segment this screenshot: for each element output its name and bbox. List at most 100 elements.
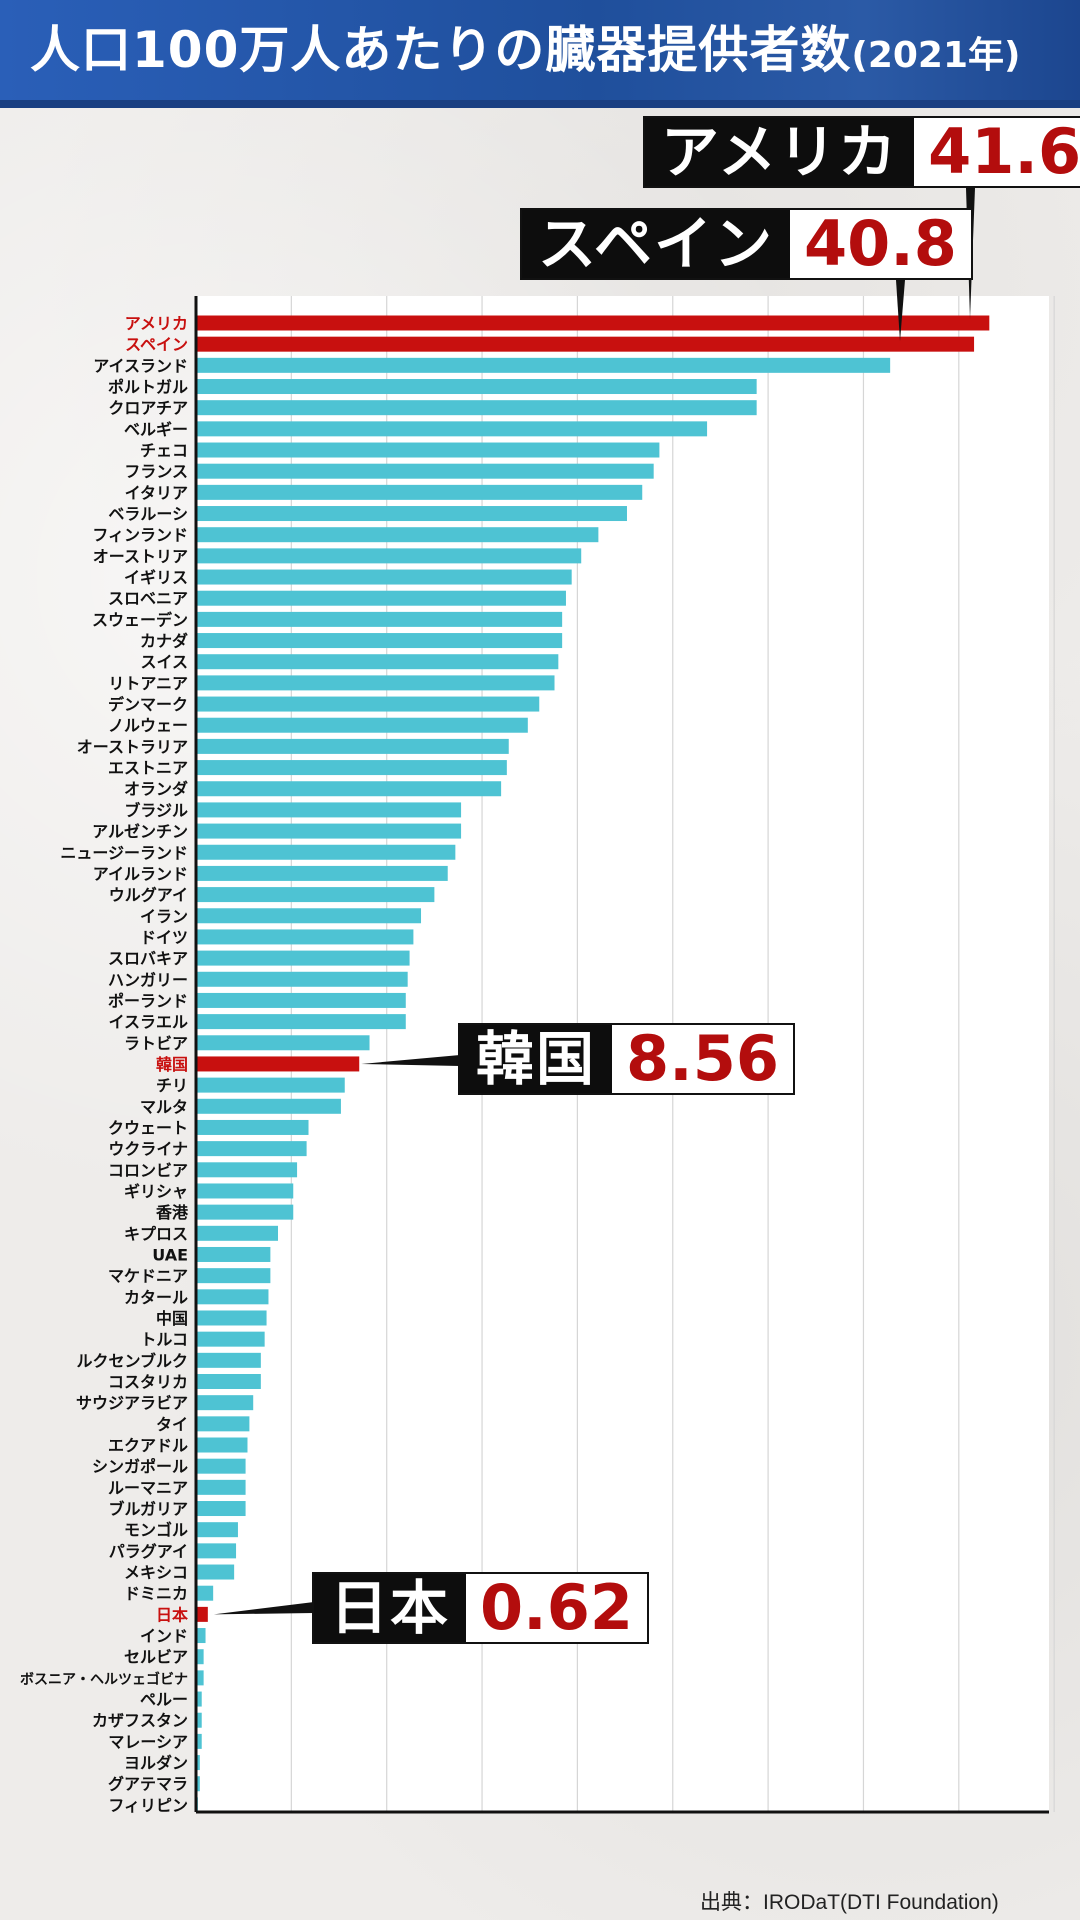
bar <box>196 421 708 437</box>
bar <box>196 865 448 881</box>
bar <box>196 1246 271 1262</box>
bar <box>196 1395 254 1411</box>
callout-pointer-korea <box>361 1055 460 1066</box>
bar <box>196 1606 208 1622</box>
bar <box>196 1501 246 1517</box>
callout-japan: 日本 0.62 <box>312 1572 649 1644</box>
category-label: シンガポール <box>92 1457 188 1476</box>
category-label: ウルグアイ <box>109 886 188 905</box>
category-label: ベルギー <box>124 420 188 439</box>
bar <box>196 548 582 564</box>
category-label: カザフスタン <box>92 1711 188 1730</box>
category-label: マルタ <box>140 1097 188 1116</box>
bar <box>196 971 408 987</box>
category-label: リトアニア <box>108 674 188 693</box>
category-label: ハンガリー <box>108 970 188 989</box>
bar <box>196 442 660 458</box>
bar <box>196 400 757 416</box>
source-note: 出典：IRODaT(DTI Foundation) <box>700 1891 999 1914</box>
bar <box>196 1162 298 1178</box>
bar <box>196 1543 237 1559</box>
bar <box>196 1755 200 1771</box>
bar <box>196 633 563 649</box>
bar <box>196 1056 360 1072</box>
category-label: 香港 <box>155 1203 189 1222</box>
bar <box>196 315 990 331</box>
callout-japan-value: 0.62 <box>466 1574 647 1642</box>
category-label: イスラエル <box>108 1013 188 1032</box>
category-label: 中国 <box>156 1309 188 1328</box>
category-label: アイスランド <box>93 356 188 375</box>
category-label: ペルー <box>140 1690 188 1709</box>
bar <box>196 357 891 373</box>
category-label: コロンビア <box>108 1161 188 1180</box>
bar <box>196 1225 279 1241</box>
category-label: クロアチア <box>108 399 188 418</box>
category-label: エクアドル <box>108 1436 188 1455</box>
chart-title-main: 人口100万人あたりの臓器提供者数 <box>30 21 852 79</box>
callout-usa-label: アメリカ <box>645 118 915 186</box>
callout-korea-label: 韓国 <box>460 1025 613 1093</box>
bar <box>196 1585 214 1601</box>
bar <box>196 1691 202 1707</box>
bar <box>196 506 627 522</box>
category-label: UAE <box>152 1245 188 1264</box>
callout-pointer-japan <box>213 1602 314 1615</box>
bar <box>196 1014 406 1030</box>
callout-korea-value: 8.56 <box>612 1025 793 1093</box>
bar <box>196 802 462 818</box>
bar <box>196 1628 206 1644</box>
bar <box>196 908 422 924</box>
bar <box>196 379 757 395</box>
bar <box>196 1183 294 1199</box>
bar <box>196 1119 309 1135</box>
category-label: ギリシャ <box>124 1182 188 1201</box>
bar <box>196 950 410 966</box>
bar <box>196 823 462 839</box>
category-label: アメリカ <box>125 314 188 333</box>
category-label: カナダ <box>140 632 188 651</box>
category-label: ニュージーランド <box>60 843 188 862</box>
category-label: エストニア <box>108 759 188 778</box>
category-label: ボスニア・ヘルツェゴビナ <box>20 1671 188 1688</box>
category-label: タイ <box>156 1415 188 1434</box>
bar <box>196 1204 294 1220</box>
bar <box>196 992 406 1008</box>
bar <box>196 1289 269 1305</box>
category-label: ポルトガル <box>108 378 188 397</box>
category-label: チリ <box>156 1076 188 1095</box>
category-label: ノルウェー <box>108 716 188 735</box>
category-label: オーストリア <box>93 547 188 566</box>
category-label: マレーシア <box>108 1732 188 1751</box>
bar <box>196 1141 307 1157</box>
bar <box>196 717 528 733</box>
bar <box>196 1077 345 1093</box>
category-label: アルゼンチン <box>92 822 188 841</box>
category-label: ドイツ <box>140 928 188 947</box>
category-label: ドミニカ <box>124 1584 188 1603</box>
bar <box>196 1035 370 1051</box>
callout-spain: スペイン 40.8 <box>520 208 973 280</box>
bar <box>196 463 654 479</box>
category-label: マケドニア <box>108 1267 188 1286</box>
callout-korea: 韓国 8.56 <box>458 1023 795 1095</box>
callout-spain-label: スペイン <box>522 210 790 278</box>
category-label: デンマーク <box>108 695 188 714</box>
category-label: トルコ <box>140 1330 188 1349</box>
bar <box>196 781 502 797</box>
category-label: 韓国 <box>156 1055 188 1074</box>
bar <box>196 1733 202 1749</box>
bar <box>196 1416 250 1432</box>
category-label: ブラジル <box>124 801 188 820</box>
bar <box>196 1649 204 1665</box>
category-label: ブルガリア <box>108 1500 188 1519</box>
category-label: パラグアイ <box>109 1542 188 1561</box>
bar <box>196 760 507 776</box>
category-label: イギリス <box>124 568 188 587</box>
category-label: オーストラリア <box>77 737 188 756</box>
category-label: クウェート <box>108 1118 188 1137</box>
bar <box>196 1458 246 1474</box>
category-label: モンゴル <box>124 1521 188 1540</box>
category-label: チェコ <box>140 441 188 460</box>
